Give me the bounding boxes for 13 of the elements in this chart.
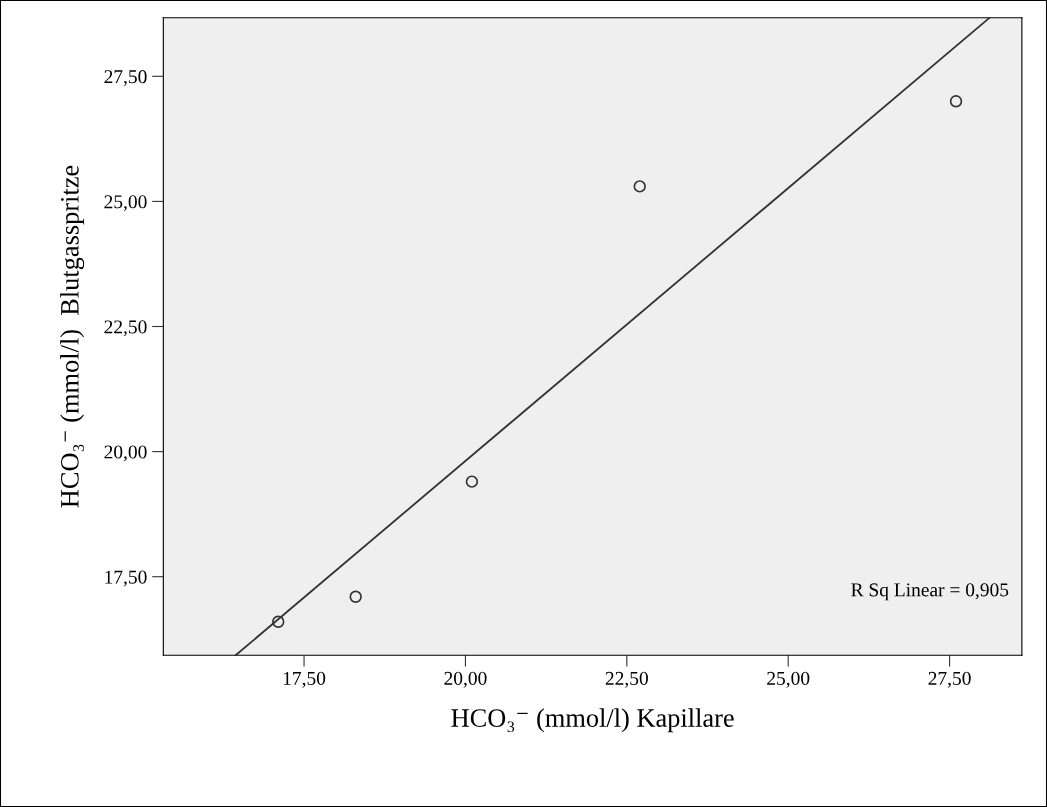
x-tick-label: 22,50 (605, 671, 648, 688)
x-tick-label: 25,00 (767, 671, 810, 688)
x-axis-title: HCO₃⁻ (mmol/l) Kapillare (451, 708, 734, 733)
x-tick-label: 20,00 (444, 671, 487, 688)
y-tick-label: 22,50 (104, 320, 147, 337)
y-tick-label: 17,50 (105, 570, 147, 587)
x-tick-label: 27,50 (928, 671, 971, 688)
y-axis-title: HCO₃⁻ (mmol/l) Blutgasspritze (60, 165, 85, 508)
y-tick-label: 20,00 (104, 445, 147, 462)
annotation: R Sq Linear = 0,905 (851, 583, 1009, 601)
x-tick-label: 17,50 (283, 671, 326, 688)
y-tick-label: 27,50 (104, 70, 147, 87)
y-tick-label: 25,00 (104, 195, 147, 212)
